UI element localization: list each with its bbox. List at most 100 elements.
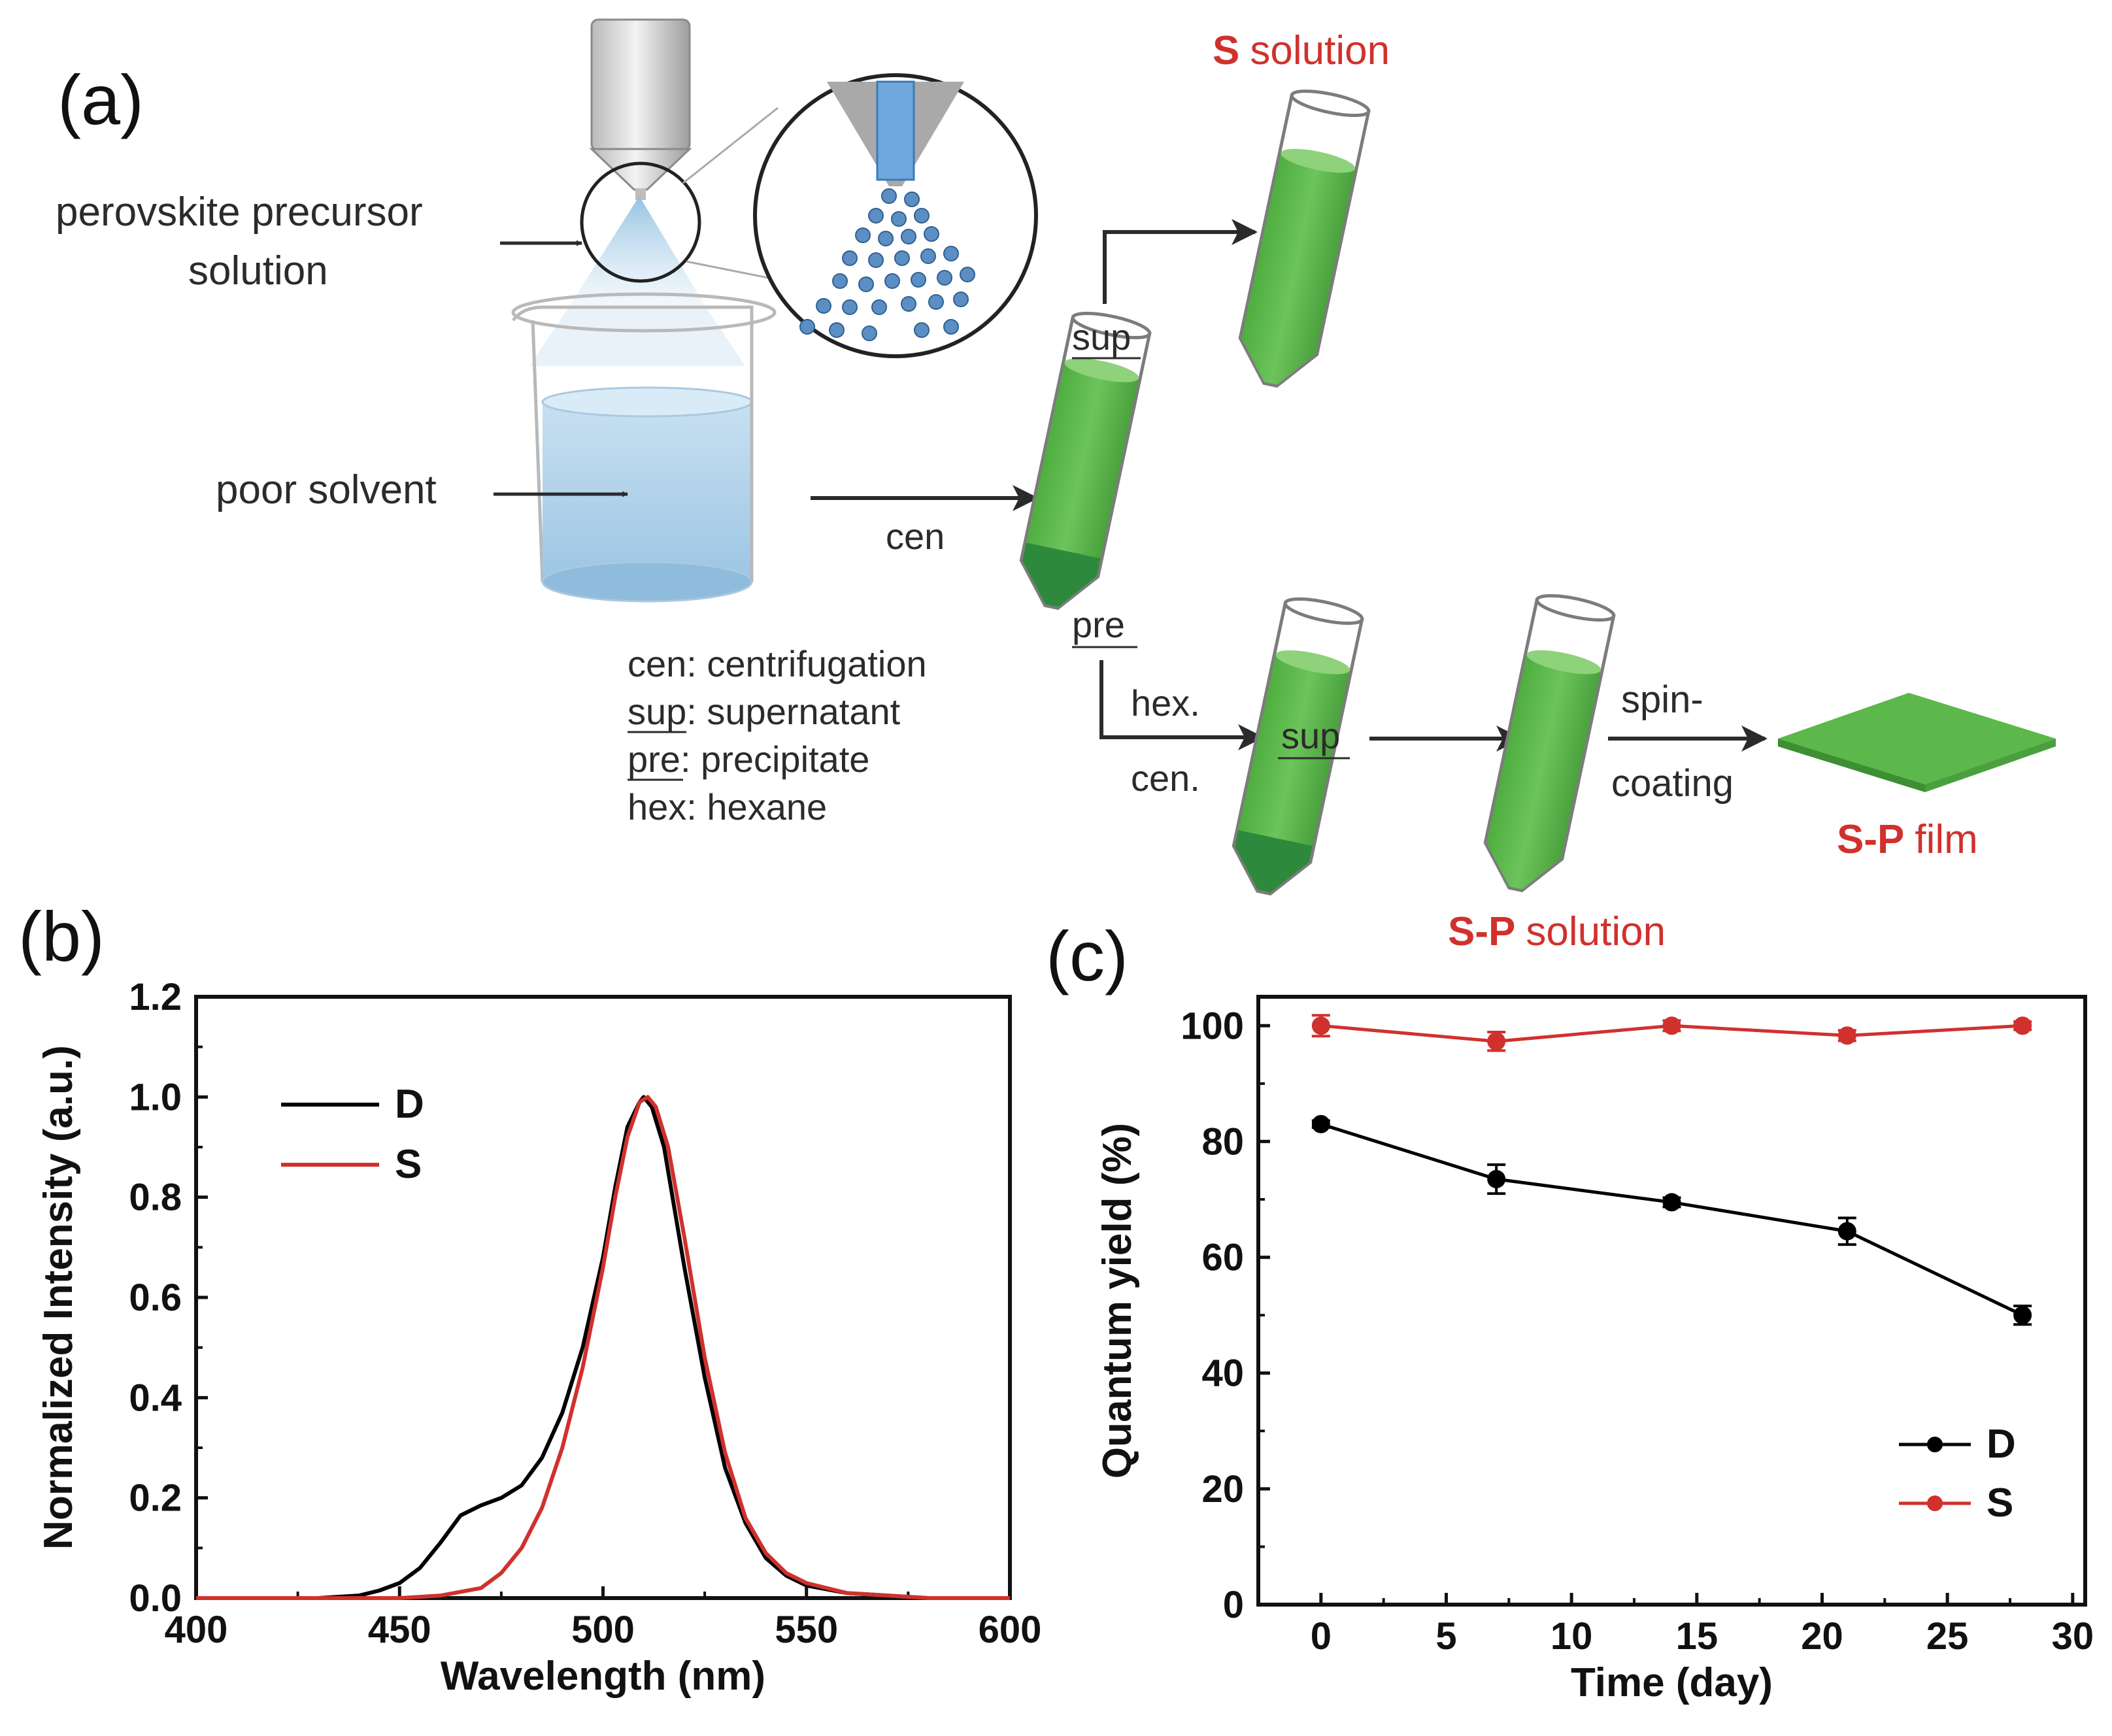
panel-c-label: (c) [1046, 916, 1128, 995]
magnify-circle-small [580, 161, 701, 283]
droplet [924, 226, 939, 242]
cen2-label: cen. [1131, 758, 1200, 799]
centrifuge-tube-hexane [1232, 597, 1364, 896]
legend-label-S: S [395, 1142, 422, 1187]
hex-label: hex. [1131, 682, 1200, 724]
x-tick-label: 25 [1926, 1615, 1969, 1658]
droplet [858, 276, 874, 292]
droplet [901, 229, 916, 244]
precursor-label-line2: solution [188, 248, 328, 293]
droplet [914, 322, 930, 338]
droplet [884, 273, 900, 289]
legend-cen: cen: centrifugation [628, 643, 927, 684]
legend-label-D: D [395, 1082, 424, 1127]
droplet [894, 250, 910, 266]
abbreviation-legend: cen: centrifugation sup: supernatant pre… [628, 643, 927, 827]
plot-frame [194, 995, 1012, 1600]
pre-label: pre [1072, 604, 1125, 645]
data-point-S [2013, 1016, 2032, 1035]
legend-label-S: S [1986, 1480, 2013, 1526]
droplet [868, 208, 884, 224]
droplet [943, 246, 959, 261]
droplet [911, 272, 926, 288]
data-point-D [1311, 1114, 1330, 1133]
y-tick-label: 0 [1223, 1584, 1244, 1626]
droplet [829, 322, 845, 338]
spray-cone-beaker [529, 307, 745, 366]
data-point-S [1662, 1016, 1681, 1035]
x-tick-label: 550 [775, 1609, 838, 1651]
y-axis-label: Normalized Intensity (a.u.) [36, 1045, 81, 1550]
y-tick-label: 0.6 [129, 1277, 182, 1319]
y-tick-label: 0.0 [129, 1577, 182, 1620]
centrifuge-tube-main [1019, 311, 1152, 610]
data-point-S [1837, 1026, 1856, 1045]
x-tick-label: 600 [979, 1609, 1042, 1651]
x-tick-label: 450 [368, 1609, 431, 1651]
droplet [871, 299, 887, 315]
s-solution-tube [1238, 89, 1371, 388]
sup-path [1103, 219, 1258, 304]
x-tick-label: 10 [1550, 1615, 1593, 1658]
x-tick-label: 500 [571, 1609, 635, 1651]
droplet [960, 267, 975, 282]
y-tick-label: 40 [1201, 1352, 1244, 1395]
sp-film-title: S-P film [1837, 817, 1978, 862]
legend-pre: pre: precipitate [628, 739, 869, 780]
data-point-D [1837, 1222, 1856, 1241]
legend-label-D: D [1986, 1422, 2016, 1467]
y-tick-label: 1.0 [129, 1076, 182, 1118]
x-tick-label: 15 [1676, 1615, 1718, 1658]
x-axis-label: Wavelength (nm) [441, 1654, 765, 1699]
legend-hex: hex: hexane [628, 786, 827, 827]
magnify-circle-large [753, 73, 1038, 358]
pre-path [1099, 660, 1264, 750]
sup2-label: sup [1281, 715, 1340, 756]
droplet [842, 250, 858, 266]
y-tick-label: 80 [1201, 1120, 1244, 1163]
y-tick-label: 20 [1201, 1468, 1244, 1511]
sup-label: sup [1072, 316, 1131, 358]
x-tick-label: 0 [1311, 1615, 1332, 1658]
y-axis-label: Quantum yield (%) [1095, 1123, 1140, 1478]
sp-film [1778, 693, 2056, 792]
y-tick-label: 0.2 [129, 1477, 182, 1520]
beaker [511, 292, 777, 603]
y-tick-label: 100 [1181, 1005, 1244, 1047]
data-point-D [2013, 1306, 2032, 1325]
sp-solution-title: S-P solution [1448, 909, 1666, 954]
x-tick-label: 5 [1435, 1615, 1456, 1658]
droplet [881, 188, 897, 204]
droplet [891, 211, 907, 227]
data-point-S [1311, 1016, 1330, 1035]
droplet [901, 296, 916, 312]
droplet [928, 294, 944, 310]
x-tick-label: 400 [165, 1609, 228, 1651]
data-point-D [1487, 1170, 1506, 1188]
poor-solvent-label: poor solvent [216, 467, 437, 512]
droplet [842, 299, 858, 315]
droplet [904, 192, 920, 207]
legend-marker-S [1927, 1495, 1943, 1511]
series-line-D [1320, 1122, 2024, 1317]
x-axis-label: Time (day) [1571, 1660, 1773, 1705]
chart-b: 400 450 500 550 600 0.0 0.2 0.4 0.6 0.8 1.0 1.2 Wave… [36, 976, 1041, 1699]
data-point-S [1487, 1032, 1506, 1051]
droplet [878, 231, 894, 246]
spin-label-2: coating [1611, 762, 1734, 805]
legend-marker-D [1927, 1437, 1943, 1452]
droplet [832, 273, 848, 289]
panel-a: (a) perovs [56, 18, 2056, 954]
panel-b-label: (b) [18, 897, 105, 976]
y-tick-label: 0.4 [129, 1377, 182, 1419]
droplets [799, 188, 975, 341]
spin-label-1: spin- [1621, 678, 1703, 721]
x-tick-label: 20 [1801, 1615, 1843, 1658]
droplet [862, 326, 877, 341]
droplet [920, 248, 936, 264]
panel-a-label: (a) [58, 60, 144, 139]
droplet [943, 319, 959, 335]
cen-label: cen [886, 516, 945, 557]
